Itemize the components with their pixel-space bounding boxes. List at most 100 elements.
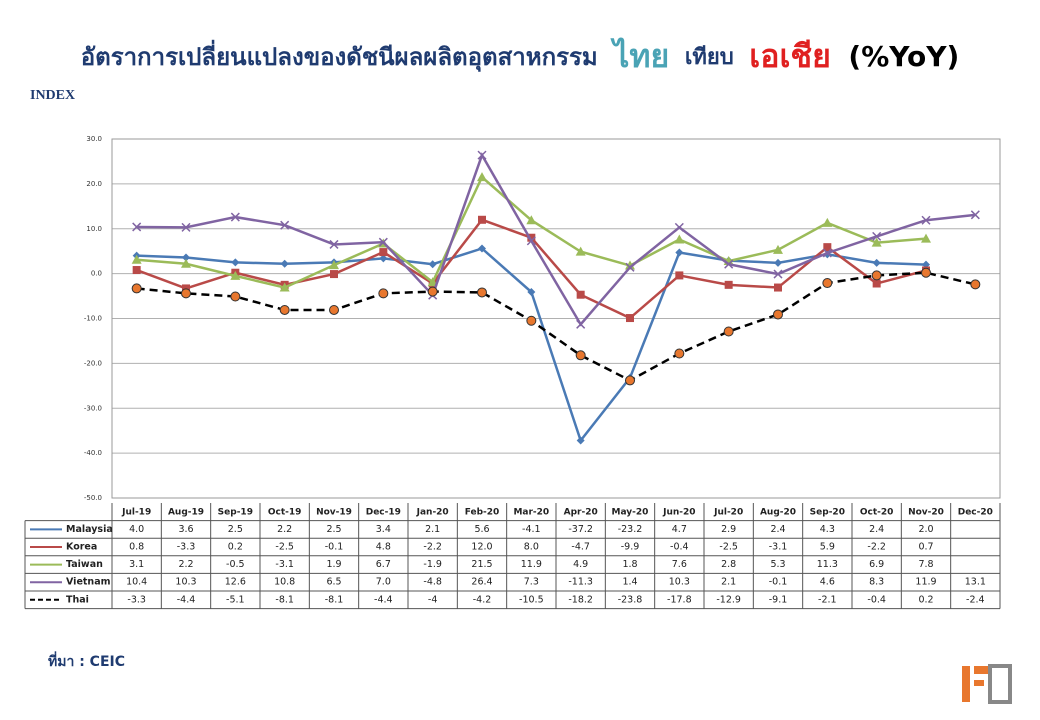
marker bbox=[428, 260, 437, 269]
marker bbox=[774, 258, 782, 267]
data-label: 4.0 bbox=[129, 524, 144, 535]
y-tick-label: -10.0 bbox=[84, 315, 102, 323]
data-label: 4.7 bbox=[672, 524, 687, 535]
title-part: เทียบ bbox=[685, 45, 734, 70]
marker bbox=[675, 271, 684, 280]
data-label: 4.9 bbox=[573, 559, 588, 570]
data-label: -12.9 bbox=[716, 594, 741, 605]
data-label: 2.2 bbox=[277, 524, 292, 535]
series-line bbox=[136, 152, 976, 327]
data-label: 2.4 bbox=[770, 524, 785, 535]
y-tick-label: -50.0 bbox=[84, 494, 102, 502]
data-label: -8.1 bbox=[325, 594, 344, 605]
data-label: 8.3 bbox=[869, 577, 884, 588]
marker bbox=[625, 375, 635, 386]
legend-label: Thai bbox=[66, 594, 89, 605]
marker bbox=[823, 243, 832, 252]
x-tick-label: May-20 bbox=[612, 507, 649, 517]
marker bbox=[132, 222, 142, 232]
data-label: 4.6 bbox=[820, 577, 835, 588]
title-part: ไทย bbox=[610, 37, 669, 75]
x-tick-label: Sep-20 bbox=[810, 507, 845, 517]
marker bbox=[427, 277, 438, 287]
marker bbox=[280, 259, 289, 268]
title-part: เอเชีย bbox=[749, 37, 831, 75]
chart-title: อัตราการเปลี่ยนแปลงของดัชนีผลผลิตอุตสาหก… bbox=[81, 37, 960, 75]
marker bbox=[872, 258, 881, 267]
data-label: 10.4 bbox=[126, 577, 147, 588]
marker bbox=[921, 233, 931, 243]
marker bbox=[329, 239, 339, 249]
marker bbox=[822, 248, 832, 258]
marker bbox=[230, 291, 241, 302]
legend-label: Taiwan bbox=[66, 559, 103, 570]
marker bbox=[379, 248, 388, 257]
legend-label: Korea bbox=[66, 542, 97, 553]
data-label: 3.1 bbox=[129, 559, 144, 570]
x-tick-label: Feb-20 bbox=[465, 507, 500, 517]
marker bbox=[279, 304, 290, 315]
x-tick-label: Dec-19 bbox=[366, 507, 401, 517]
data-label: -3.3 bbox=[127, 594, 146, 605]
marker bbox=[230, 212, 240, 222]
plot-border bbox=[111, 138, 1001, 499]
data-label: -9.1 bbox=[769, 594, 788, 605]
marker bbox=[182, 253, 190, 262]
data-label: 3.6 bbox=[178, 524, 193, 535]
y-tick-label: 20.0 bbox=[86, 180, 102, 188]
marker bbox=[478, 244, 486, 253]
data-label: -3.3 bbox=[177, 542, 196, 553]
data-label: -2.5 bbox=[719, 542, 738, 553]
marker bbox=[279, 282, 290, 292]
data-label: -11.3 bbox=[568, 577, 593, 588]
data-label: 5.9 bbox=[820, 542, 835, 553]
data-label: -23.8 bbox=[618, 594, 643, 605]
data-label: -4.8 bbox=[423, 577, 442, 588]
data-label: 21.5 bbox=[471, 559, 492, 570]
data-label: 2.5 bbox=[228, 524, 243, 535]
logo bbox=[962, 664, 1012, 704]
data-label: 26.4 bbox=[471, 577, 492, 588]
marker bbox=[379, 254, 388, 263]
data-label: -4.4 bbox=[374, 594, 393, 605]
marker bbox=[477, 287, 487, 298]
data-label: -10.5 bbox=[519, 594, 544, 605]
data-label: -2.5 bbox=[275, 542, 294, 553]
marker bbox=[576, 319, 586, 329]
data-label: 12.6 bbox=[225, 577, 246, 588]
x-tick-label: Sep-19 bbox=[218, 507, 253, 517]
data-label: 7.0 bbox=[376, 577, 391, 588]
marker bbox=[723, 326, 734, 337]
marker bbox=[526, 215, 537, 225]
marker bbox=[477, 150, 487, 160]
y-tick-label: -20.0 bbox=[84, 359, 102, 367]
data-label: -23.2 bbox=[618, 524, 643, 535]
data-label: -3.1 bbox=[769, 542, 788, 553]
marker bbox=[131, 254, 142, 264]
marker bbox=[970, 210, 980, 220]
marker bbox=[822, 278, 833, 289]
data-label: -2.1 bbox=[818, 594, 837, 605]
marker bbox=[181, 258, 191, 268]
x-tick-label: Nov-20 bbox=[908, 507, 944, 517]
data-label: 6.7 bbox=[376, 559, 391, 570]
marker bbox=[921, 267, 931, 278]
y-tick-label: 0.0 bbox=[91, 270, 102, 278]
marker bbox=[329, 260, 339, 270]
data-label: 11.9 bbox=[915, 577, 936, 588]
x-tick-label: Apr-20 bbox=[564, 507, 598, 517]
data-label: 0.2 bbox=[228, 542, 243, 553]
data-label: -2.2 bbox=[423, 542, 442, 553]
marker bbox=[626, 314, 634, 323]
data-label: 8.0 bbox=[524, 542, 539, 553]
data-label: -18.2 bbox=[568, 594, 593, 605]
data-label: 4.3 bbox=[820, 524, 835, 535]
source: ที่มา : CEIC bbox=[48, 651, 125, 670]
marker bbox=[625, 260, 635, 270]
data-label: -0.1 bbox=[325, 542, 344, 553]
data-label: 10.8 bbox=[274, 577, 295, 588]
marker bbox=[871, 237, 882, 247]
data-label: -2.2 bbox=[867, 542, 886, 553]
